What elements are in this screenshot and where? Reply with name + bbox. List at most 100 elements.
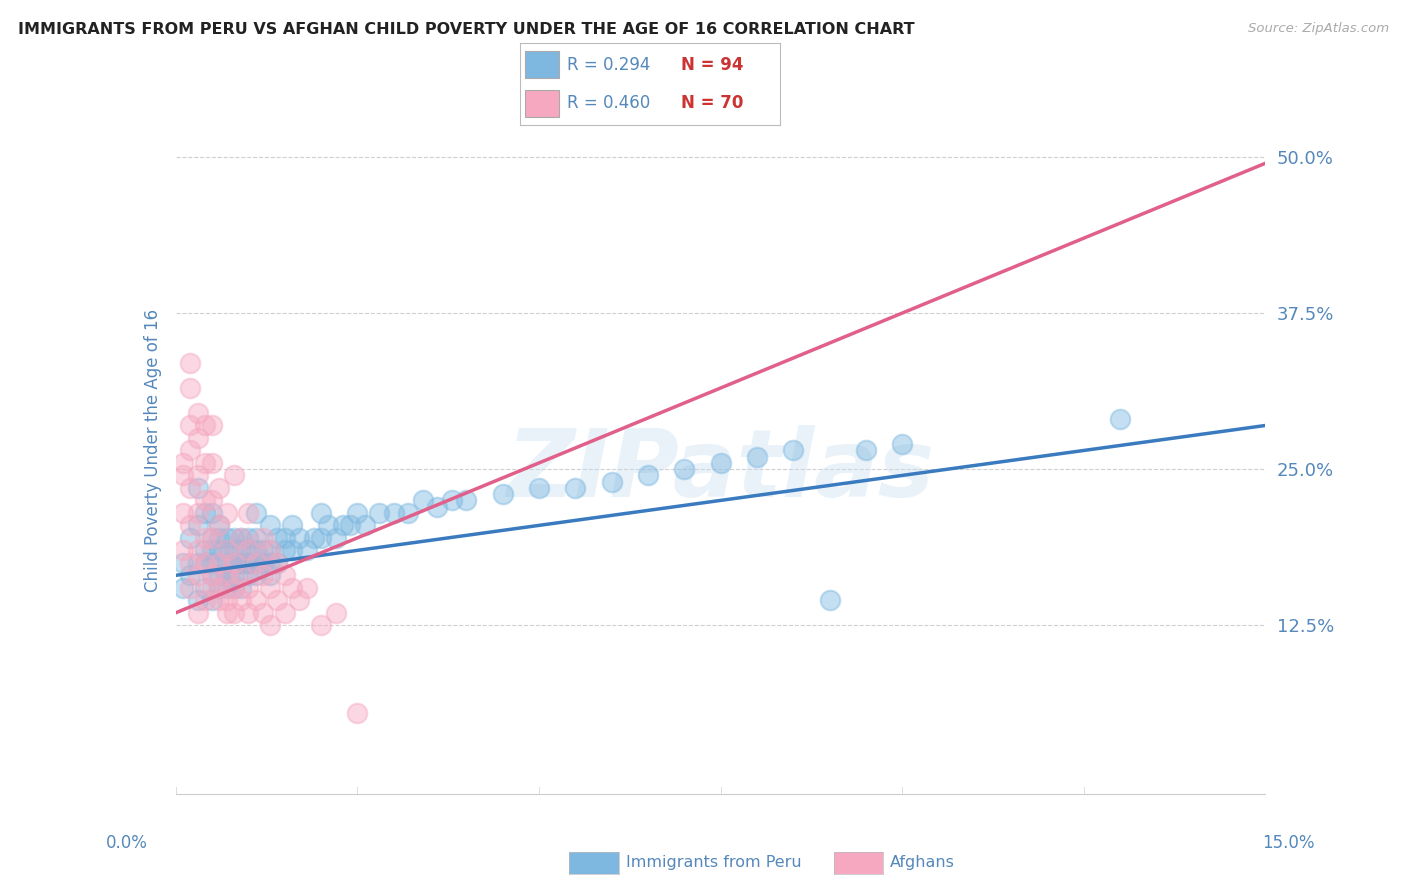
Point: [259, 556, 281, 570]
Point: [259, 618, 281, 632]
Point: [288, 531, 311, 545]
Point: [172, 506, 194, 520]
Point: [222, 556, 245, 570]
Point: [215, 581, 238, 595]
Point: [564, 481, 586, 495]
Point: [245, 556, 267, 570]
Point: [186, 406, 209, 420]
Point: [215, 593, 238, 607]
Point: [818, 593, 841, 607]
Point: [325, 606, 347, 620]
Point: [201, 506, 224, 520]
Point: [274, 568, 297, 582]
Point: [215, 606, 238, 620]
Point: [201, 418, 224, 433]
Point: [222, 531, 245, 545]
Text: IMMIGRANTS FROM PERU VS AFGHAN CHILD POVERTY UNDER THE AGE OF 16 CORRELATION CHA: IMMIGRANTS FROM PERU VS AFGHAN CHILD POV…: [18, 22, 915, 37]
Point: [222, 581, 245, 595]
Point: [252, 543, 274, 558]
Point: [382, 506, 405, 520]
Point: [266, 556, 288, 570]
Point: [179, 381, 201, 395]
Point: [201, 456, 224, 470]
Point: [274, 531, 297, 545]
Point: [673, 462, 696, 476]
Point: [194, 556, 217, 570]
Point: [194, 556, 217, 570]
Point: [231, 568, 253, 582]
Point: [215, 543, 238, 558]
Point: [215, 568, 238, 582]
Text: N = 94: N = 94: [682, 55, 744, 73]
Point: [208, 568, 231, 582]
Point: [201, 568, 224, 582]
Point: [855, 443, 877, 458]
Point: [281, 543, 304, 558]
Point: [238, 581, 260, 595]
Point: [281, 581, 304, 595]
Point: [194, 418, 217, 433]
Y-axis label: Child Poverty Under the Age of 16: Child Poverty Under the Age of 16: [143, 309, 162, 592]
Point: [238, 606, 260, 620]
Point: [186, 481, 209, 495]
Point: [179, 443, 201, 458]
Point: [208, 556, 231, 570]
Point: [238, 543, 260, 558]
Point: [346, 706, 368, 720]
Point: [259, 543, 281, 558]
Point: [346, 506, 368, 520]
Point: [274, 606, 297, 620]
Point: [396, 506, 419, 520]
Point: [194, 493, 217, 508]
Point: [179, 581, 201, 595]
Point: [637, 468, 659, 483]
Point: [172, 456, 194, 470]
Point: [222, 581, 245, 595]
Point: [222, 606, 245, 620]
Point: [222, 556, 245, 570]
Point: [215, 568, 238, 582]
Point: [1109, 412, 1132, 426]
Text: R = 0.460: R = 0.460: [567, 95, 651, 112]
Point: [266, 531, 288, 545]
Point: [208, 581, 231, 595]
Point: [782, 443, 804, 458]
Point: [238, 531, 260, 545]
Point: [186, 431, 209, 445]
Point: [231, 556, 253, 570]
Point: [259, 543, 281, 558]
Point: [245, 556, 267, 570]
Point: [332, 518, 354, 533]
Point: [222, 556, 245, 570]
Point: [201, 568, 224, 582]
Point: [295, 543, 318, 558]
Point: [238, 556, 260, 570]
Point: [201, 543, 224, 558]
Point: [252, 531, 274, 545]
Point: [215, 556, 238, 570]
Point: [252, 568, 274, 582]
Point: [201, 531, 224, 545]
Point: [274, 543, 297, 558]
Text: R = 0.294: R = 0.294: [567, 55, 651, 73]
Point: [339, 518, 361, 533]
Point: [186, 593, 209, 607]
Point: [222, 568, 245, 582]
Text: Afghans: Afghans: [890, 855, 955, 870]
Point: [238, 506, 260, 520]
Point: [245, 543, 267, 558]
Point: [245, 568, 267, 582]
Point: [231, 593, 253, 607]
Point: [172, 556, 194, 570]
Point: [368, 506, 391, 520]
Point: [201, 531, 224, 545]
Point: [412, 493, 434, 508]
Point: [194, 543, 217, 558]
Point: [186, 518, 209, 533]
Point: [208, 531, 231, 545]
Point: [426, 500, 449, 514]
Point: [179, 556, 201, 570]
Point: [201, 581, 224, 595]
Point: [600, 475, 623, 489]
Bar: [526, 89, 560, 117]
